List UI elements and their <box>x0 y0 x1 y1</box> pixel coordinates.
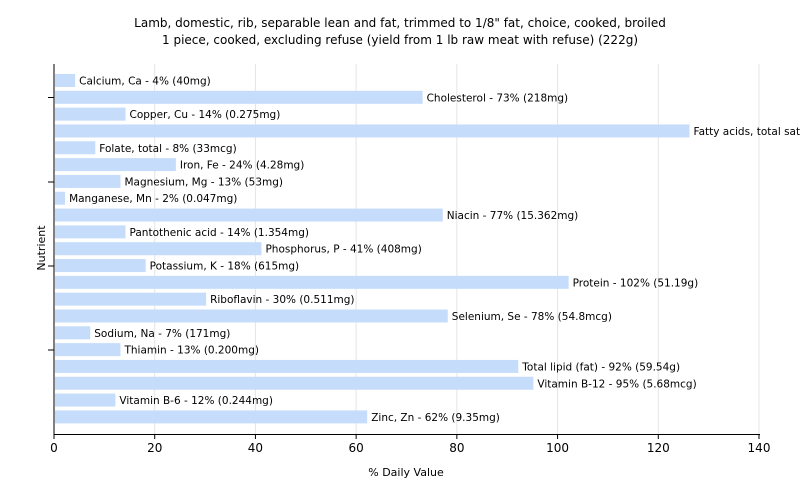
bar <box>55 141 96 155</box>
bar <box>55 107 126 121</box>
bar-label: Iron, Fe - 24% (4.28mg) <box>180 160 304 172</box>
bar <box>55 376 534 390</box>
chart-title-line-2: 1 piece, cooked, excluding refuse (yield… <box>162 33 638 47</box>
x-tick-label: 140 <box>748 441 771 455</box>
bar-label: Selenium, Se - 78% (54.8mcg) <box>452 311 612 323</box>
x-tick-label: 120 <box>647 441 670 455</box>
x-axis-title: % Daily Value <box>368 466 444 479</box>
bar <box>55 292 207 306</box>
bar-label: Cholesterol - 73% (218mg) <box>427 92 569 104</box>
bar-label: Total lipid (fat) - 92% (59.54g) <box>521 361 680 373</box>
bar <box>55 124 690 138</box>
bar-label: Calcium, Ca - 4% (40mg) <box>79 76 211 88</box>
bar-label: Protein - 102% (51.19g) <box>573 277 699 289</box>
bar <box>55 309 448 323</box>
bar <box>55 174 121 188</box>
x-tick-label: 100 <box>546 441 569 455</box>
bar <box>55 359 519 373</box>
x-tick-label: 80 <box>449 441 464 455</box>
x-tick-label: 40 <box>248 441 263 455</box>
bar <box>55 158 176 172</box>
bar-label: Pantothenic acid - 14% (1.354mg) <box>130 227 309 239</box>
bar-label: Vitamin B-12 - 95% (5.68mcg) <box>537 378 696 390</box>
bar-label: Magnesium, Mg - 13% (53mg) <box>124 176 283 188</box>
x-tick-label: 0 <box>50 441 58 455</box>
bar-label: Thiamin - 13% (0.200mg) <box>123 345 259 357</box>
bar-label: Potassium, K - 18% (615mg) <box>150 261 300 273</box>
bar <box>55 326 91 340</box>
bar <box>55 90 423 104</box>
bar-label: Phosphorus, P - 41% (408mg) <box>265 244 421 256</box>
bar <box>55 343 121 357</box>
x-tick-label: 20 <box>147 441 162 455</box>
x-tick-label: 60 <box>349 441 364 455</box>
axes: 0 20 40 60 80 100 120 140 <box>48 64 770 455</box>
chart-title-line-1: Lamb, domestic, rib, separable lean and … <box>134 16 666 30</box>
bar <box>55 393 116 407</box>
bar <box>55 208 443 222</box>
bar <box>55 225 126 239</box>
bar <box>55 259 146 273</box>
bar <box>55 275 569 289</box>
bar-label: Copper, Cu - 14% (0.275mg) <box>130 109 281 121</box>
bar-label: Manganese, Mn - 2% (0.047mg) <box>69 193 237 205</box>
bar-label: Sodium, Na - 7% (171mg) <box>94 328 230 340</box>
bars-group: Calcium, Ca - 4% (40mg) Cholesterol - 73%… <box>55 74 800 424</box>
bar-label: Fatty acids, total saturated - 126% (25.… <box>694 126 800 138</box>
bar-label: Folate, total - 8% (33mcg) <box>99 143 236 155</box>
bar <box>55 74 76 87</box>
bar-label: Riboflavin - 30% (0.511mg) <box>210 294 354 306</box>
bar <box>55 242 262 256</box>
bar-label: Niacin - 77% (15.362mg) <box>447 210 579 222</box>
y-axis-title: Nutrient <box>35 225 48 271</box>
bar-label: Zinc, Zn - 62% (9.35mg) <box>371 412 500 424</box>
bar <box>55 191 66 205</box>
bar-label: Vitamin B-6 - 12% (0.244mg) <box>119 395 273 407</box>
bar <box>55 410 368 424</box>
